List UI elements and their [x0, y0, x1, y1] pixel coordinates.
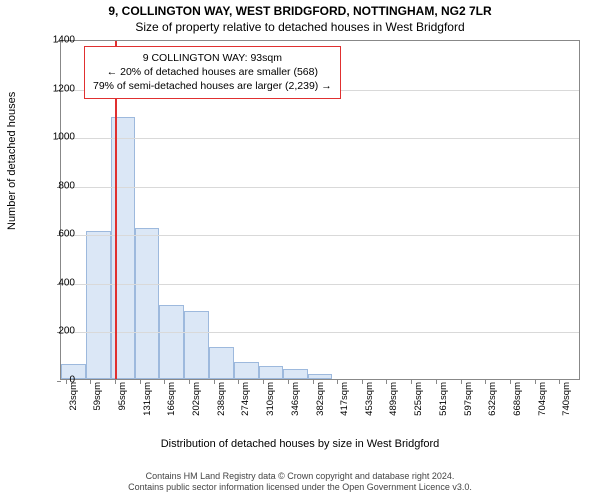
- xtick-label: 668sqm: [512, 382, 523, 432]
- xtick-mark: [214, 380, 215, 384]
- xtick-label: 310sqm: [265, 382, 276, 432]
- annotation-line1: 9 COLLINGTON WAY: 93sqm: [93, 51, 332, 65]
- xtick-label: 561sqm: [438, 382, 449, 432]
- gridline: [61, 187, 579, 188]
- annotation-line2: ← 20% of detached houses are smaller (56…: [93, 65, 332, 79]
- xtick-mark: [535, 380, 536, 384]
- y-axis-label: Number of detached houses: [6, 92, 18, 230]
- xtick-mark: [115, 380, 116, 384]
- xtick-label: 597sqm: [463, 382, 474, 432]
- xtick-mark: [164, 380, 165, 384]
- xtick-label: 382sqm: [315, 382, 326, 432]
- footer-line2: Contains public sector information licen…: [0, 482, 600, 494]
- histogram-bar: [86, 231, 111, 379]
- xtick-mark: [485, 380, 486, 384]
- histogram-bar: [308, 374, 333, 379]
- gridline: [61, 284, 579, 285]
- xtick-label: 274sqm: [240, 382, 251, 432]
- xtick-label: 202sqm: [191, 382, 202, 432]
- histogram-bar: [184, 311, 209, 379]
- ytick-label: 600: [35, 229, 75, 240]
- xtick-label: 417sqm: [339, 382, 350, 432]
- xtick-label: 453sqm: [364, 382, 375, 432]
- histogram-bar: [283, 369, 307, 379]
- chart-title-main: 9, COLLINGTON WAY, WEST BRIDGFORD, NOTTI…: [0, 4, 600, 18]
- xtick-label: 525sqm: [413, 382, 424, 432]
- ytick-label: 1000: [35, 132, 75, 143]
- xtick-mark: [288, 380, 289, 384]
- ytick-label: 400: [35, 277, 75, 288]
- xtick-label: 740sqm: [561, 382, 572, 432]
- xtick-mark: [337, 380, 338, 384]
- histogram-bar: [135, 228, 159, 379]
- histogram-bar: [259, 366, 284, 379]
- xtick-label: 238sqm: [216, 382, 227, 432]
- ytick-label: 1400: [35, 35, 75, 46]
- histogram-bar: [209, 347, 234, 379]
- xtick-mark: [436, 380, 437, 384]
- xtick-label: 166sqm: [166, 382, 177, 432]
- ytick-label: 200: [35, 326, 75, 337]
- xtick-mark: [362, 380, 363, 384]
- xtick-mark: [189, 380, 190, 384]
- xtick-label: 632sqm: [487, 382, 498, 432]
- histogram-bar: [234, 362, 259, 379]
- xtick-mark: [461, 380, 462, 384]
- ytick-label: 800: [35, 180, 75, 191]
- xtick-label: 59sqm: [92, 382, 103, 432]
- x-axis-label: Distribution of detached houses by size …: [0, 438, 600, 450]
- xtick-label: 95sqm: [117, 382, 128, 432]
- ytick-label: 1200: [35, 83, 75, 94]
- footer-attribution: Contains HM Land Registry data © Crown c…: [0, 471, 600, 494]
- gridline: [61, 235, 579, 236]
- xtick-label: 489sqm: [388, 382, 399, 432]
- footer-line1: Contains HM Land Registry data © Crown c…: [0, 471, 600, 483]
- xtick-mark: [313, 380, 314, 384]
- annotation-line3: 79% of semi-detached houses are larger (…: [93, 79, 332, 93]
- chart-title-sub: Size of property relative to detached ho…: [0, 20, 600, 34]
- xtick-mark: [140, 380, 141, 384]
- gridline: [61, 138, 579, 139]
- xtick-mark: [66, 380, 67, 384]
- xtick-label: 131sqm: [142, 382, 153, 432]
- histogram-bar: [159, 305, 184, 379]
- xtick-mark: [510, 380, 511, 384]
- chart-container: 9, COLLINGTON WAY, WEST BRIDGFORD, NOTTI…: [0, 0, 600, 500]
- xtick-label: 704sqm: [537, 382, 548, 432]
- gridline: [61, 332, 579, 333]
- xtick-label: 23sqm: [68, 382, 79, 432]
- xtick-label: 346sqm: [290, 382, 301, 432]
- annotation-box: 9 COLLINGTON WAY: 93sqm ← 20% of detache…: [84, 46, 341, 99]
